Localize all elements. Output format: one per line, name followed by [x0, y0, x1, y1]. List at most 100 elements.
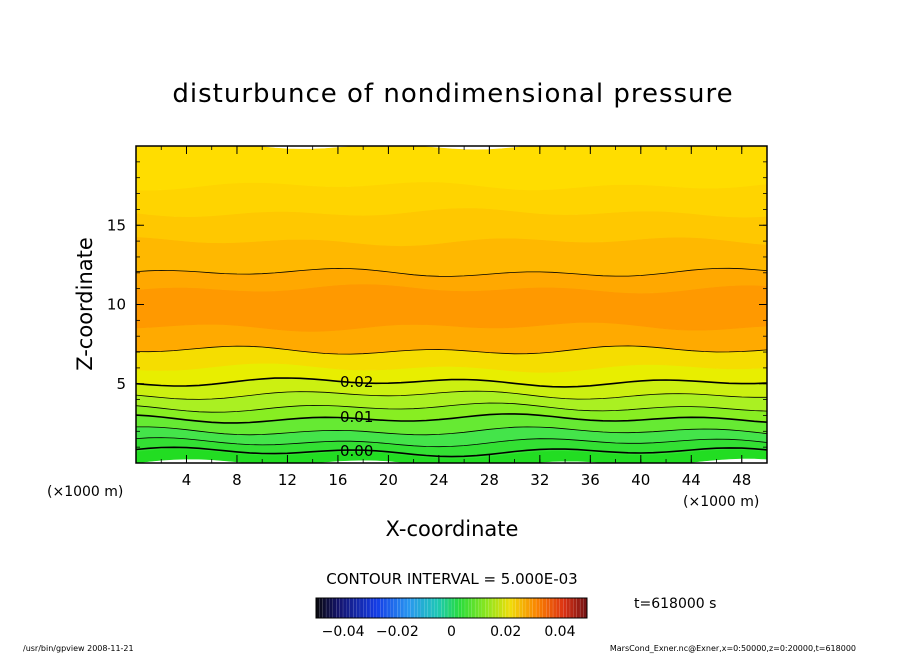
colorbar-cell: [363, 598, 367, 618]
colorbar-cell: [549, 598, 554, 618]
colorbar-cell: [417, 598, 422, 618]
colorbar-cell: [437, 598, 442, 618]
x-tick-label: 20: [379, 471, 398, 489]
colorbar-cell: [410, 598, 415, 618]
colorbar-cell: [532, 598, 537, 618]
colorbar-cell: [471, 598, 476, 618]
x-tick-label: 16: [328, 471, 347, 489]
x-tick-label: 44: [682, 471, 701, 489]
colorbar-cell: [360, 598, 364, 618]
colorbar-cell: [444, 598, 449, 618]
colorbar-cell: [478, 598, 482, 618]
contour-label-0.02: 0.02: [340, 373, 373, 391]
colorbar-cell: [529, 598, 533, 618]
colorbar-cell: [427, 598, 432, 618]
x-unit-right: (×1000 m): [683, 494, 759, 510]
x-axis: 4 8 12 16 20 24 28 32 36 40 44 48: [135, 146, 768, 489]
contour-interval: CONTOUR INTERVAL = 5.000E-03: [326, 570, 577, 588]
colorbar-cell: [539, 598, 543, 618]
colorbar-cell: [580, 598, 584, 618]
contour-line: [136, 402, 767, 413]
colorbar-cell: [339, 598, 344, 618]
contour-line: [136, 437, 767, 448]
colorbar-cell: [475, 598, 479, 618]
colorbar-frame: [315, 597, 588, 619]
colorbar-cell: [316, 598, 320, 618]
colorbar-cell: [356, 598, 361, 618]
colorbar-cell: [546, 598, 550, 618]
colorbar-cell: [536, 598, 540, 618]
colorbar-cell: [424, 598, 428, 618]
colorbar-cell: [481, 598, 486, 618]
colorbar-cell: [488, 598, 493, 618]
contour-lines: [136, 267, 767, 458]
colorbar-cell: [448, 598, 452, 618]
colorbar-cell: [329, 598, 333, 618]
colorbar-cell: [509, 598, 513, 618]
colorbar-cell: [393, 598, 398, 618]
chart-title: disturbunce of nondimensional pressure: [172, 79, 733, 109]
colorbar-cell: [421, 598, 425, 618]
colorbar-cell: [400, 598, 405, 618]
colorbar-cell: [559, 598, 564, 618]
colorbar-cell: [390, 598, 394, 618]
colorbar-cell: [332, 598, 337, 618]
y-axis-label: Z-coordinate: [73, 237, 97, 371]
colorbar-cell: [458, 598, 462, 618]
x-tick-label: 36: [581, 471, 600, 489]
colorbar-cell: [566, 598, 571, 618]
colorbar-cell: [461, 598, 466, 618]
contour-line: [136, 426, 767, 436]
colorbar-cell: [451, 598, 455, 618]
x-tick-label: 8: [232, 471, 242, 489]
colorbar-cell: [576, 598, 581, 618]
colorbar-cell: [387, 598, 391, 618]
colorbar-cell: [485, 598, 489, 618]
colorbar-cell: [505, 598, 510, 618]
colorbar-cell: [502, 598, 506, 618]
contour-label-0.00: 0.00: [340, 442, 373, 460]
colorbar-tick-label: 0.04: [544, 624, 575, 640]
colorbar-cell: [454, 598, 459, 618]
colorbar-cell: [380, 598, 384, 618]
colorbar: [316, 598, 588, 618]
colorbar-cell: [468, 598, 472, 618]
colorbar-cell: [512, 598, 516, 618]
colorbar-tick-label: 0.02: [490, 624, 521, 640]
contour-label-0.01: 0.01: [340, 408, 373, 426]
colorbar-ticks: −0.04 −0.02 0 0.02 0.04: [322, 624, 576, 640]
colorbar-tick-label: −0.02: [376, 624, 419, 640]
y-axis: 5 10 15: [107, 161, 767, 448]
colorbar-cell: [495, 598, 499, 618]
colorbar-cell: [336, 598, 340, 618]
x-tick-label: 32: [530, 471, 549, 489]
x-tick-label: 24: [429, 471, 448, 489]
contour-line: [136, 413, 767, 424]
colorbar-cell: [515, 598, 520, 618]
colorbar-cell: [343, 598, 347, 618]
footer-right: MarsCond_Exner.nc@Exner,x=0:50000,z=0:20…: [610, 644, 856, 653]
colorbar-tick-label: −0.04: [322, 624, 365, 640]
colorbar-cell: [492, 598, 496, 618]
y-tick-label: 10: [107, 296, 126, 314]
colorbar-cell: [570, 598, 574, 618]
colorbar-tick-label: 0: [447, 624, 456, 640]
colorbar-cell: [526, 598, 530, 618]
colorbar-cell: [322, 598, 327, 618]
colorbar-cell: [370, 598, 374, 618]
colorbar-cell: [376, 598, 381, 618]
colorbar-cell: [373, 598, 377, 618]
contour-line: [136, 345, 767, 355]
x-axis-label: X-coordinate: [386, 517, 519, 541]
colorbar-cell: [519, 598, 523, 618]
x-unit-left: (×1000 m): [47, 484, 123, 500]
colorbar-cell: [556, 598, 560, 618]
colorbar-cell: [319, 598, 323, 618]
contour-band: [136, 146, 767, 191]
colorbar-cell: [542, 598, 547, 618]
colorbar-cell: [553, 598, 557, 618]
colorbar-cell: [397, 598, 401, 618]
colorbar-cell: [441, 598, 445, 618]
x-tick-label: 4: [182, 471, 192, 489]
